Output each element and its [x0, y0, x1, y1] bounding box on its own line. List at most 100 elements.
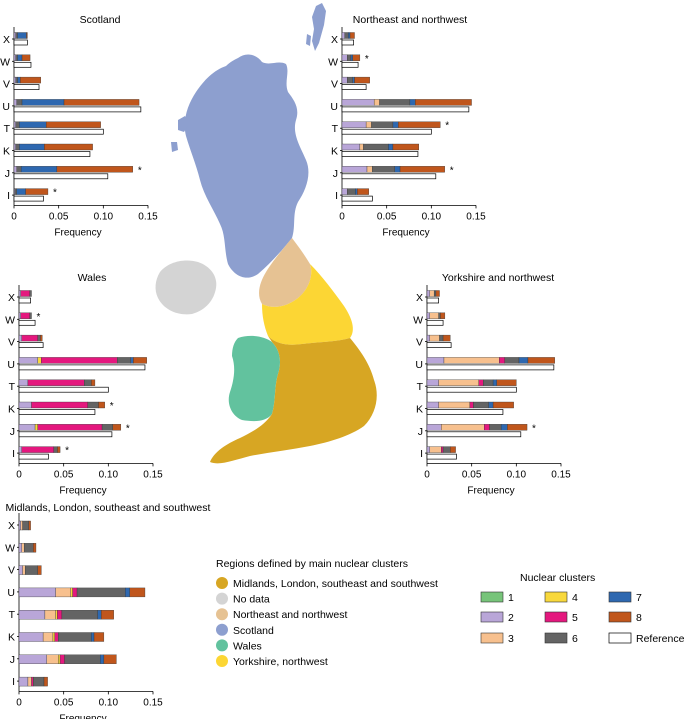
bar-segment-cluster-5	[57, 610, 63, 620]
bar-segment-cluster-2	[18, 632, 44, 642]
bar-segment-cluster-2	[341, 32, 345, 39]
bar-segment-cluster-8	[40, 334, 43, 342]
category-label: V	[331, 79, 338, 91]
bar-segment-cluster-8	[398, 121, 441, 128]
bar-segment-cluster-8	[21, 54, 31, 61]
category-label: W	[0, 56, 10, 68]
reference-bar	[13, 151, 91, 157]
bar-segment-cluster-7	[488, 401, 494, 409]
reference-bar	[341, 39, 354, 46]
region-legend-label: Midlands, London, southeast and southwes…	[233, 578, 438, 590]
bar-segment-cluster-7	[97, 610, 102, 620]
bar-segment-cluster-6	[433, 290, 437, 297]
bar-segment-cluster-5	[483, 424, 490, 431]
cluster-legend-swatch-2	[480, 611, 504, 623]
x-tick-label: 0.10	[99, 469, 119, 480]
reference-bar	[18, 319, 36, 326]
bar-segment-cluster-6	[489, 424, 502, 431]
bar-segment-cluster-2	[18, 676, 29, 687]
bar-segment-cluster-2	[18, 587, 56, 598]
reference-bar	[341, 195, 373, 202]
reference-bar	[13, 106, 142, 113]
bar-segment-cluster-6	[14, 188, 17, 195]
category-label: U	[7, 587, 15, 599]
x-tick-label: 0.10	[422, 211, 442, 222]
reference-bar	[426, 319, 444, 326]
category-label: U	[415, 359, 423, 371]
bar-segment-cluster-2	[426, 424, 442, 431]
bar-segment-cluster-7	[19, 121, 47, 128]
bar-segment-cluster-6	[344, 32, 349, 39]
reference-bar	[18, 431, 113, 438]
region-legend-label: Yorkshire, northwest	[233, 656, 328, 668]
bar-segment-cluster-2	[18, 610, 46, 620]
bar-segment-cluster-7	[350, 54, 353, 61]
category-label: I	[12, 676, 15, 688]
bar-segment-cluster-6	[15, 121, 20, 128]
bar-segment-cluster-8	[392, 143, 420, 151]
reference-bar	[341, 128, 432, 135]
chart-panel: Midlands, London, southeast and southwes…	[5, 502, 210, 719]
bar-segment-cluster-8	[20, 76, 41, 84]
x-axis-label: Frequency	[59, 713, 106, 719]
bar-segment-cluster-5	[469, 401, 474, 409]
cluster-legend-swatch-6	[544, 632, 568, 644]
bar-segment-cluster-8	[352, 54, 361, 61]
x-tick-label: 0	[16, 697, 22, 708]
cluster-legend: Nuclear clusters 1 2 3 4 5 6 7 8 Reference	[480, 572, 685, 645]
bar-segment-cluster-6	[347, 188, 356, 195]
cluster-legend-label: 1	[508, 592, 514, 604]
bar-segment-cluster-8	[91, 379, 96, 386]
bar-segment-cluster-2	[341, 143, 361, 151]
region-legend-label: Northeast and northwest	[233, 609, 347, 621]
bar-segment-cluster-8	[93, 632, 105, 642]
region-legend-marker	[216, 608, 228, 621]
bar-segment-cluster-3	[441, 424, 485, 431]
bar-segment-cluster-8	[129, 587, 146, 598]
bar-segment-cluster-7	[16, 188, 26, 195]
significance-asterisk: *	[365, 54, 369, 65]
map-region-no-data	[155, 260, 217, 315]
region-legend-label: No data	[233, 594, 270, 606]
x-axis-label: Frequency	[467, 485, 514, 496]
bar-segment-cluster-2	[341, 188, 348, 195]
bar-segment-cluster-7	[352, 76, 355, 84]
bar-segment-cluster-2	[426, 446, 430, 453]
bar-segment-cluster-8	[56, 166, 133, 173]
cluster-legend-swatch-7	[608, 591, 632, 603]
cluster-legend-swatch-3	[480, 632, 504, 644]
reference-bar	[18, 297, 31, 304]
bar-segment-cluster-2	[426, 312, 430, 319]
significance-asterisk: *	[445, 121, 449, 132]
bar-segment-cluster-7	[17, 76, 21, 84]
bar-segment-cluster-6	[442, 446, 451, 453]
category-label: U	[330, 101, 338, 113]
bar-segment-cluster-2	[426, 290, 430, 297]
bar-segment-cluster-2	[341, 166, 368, 173]
category-label: W	[5, 314, 15, 326]
x-tick-label: 0.10	[507, 469, 527, 480]
region-legend-title: Regions defined by main nuclear clusters	[216, 558, 408, 570]
category-label: J	[10, 654, 15, 666]
bar-segment-cluster-8	[357, 188, 369, 195]
map-region-northeast-northwest	[259, 238, 312, 307]
bar-segment-cluster-7	[388, 143, 394, 151]
bar-segment-cluster-2	[426, 401, 439, 409]
bar-segment-cluster-3	[429, 446, 442, 453]
cluster-legend-label: 5	[572, 612, 578, 624]
bar-segment-cluster-8	[26, 32, 28, 39]
reference-bar	[341, 173, 437, 180]
bar-segment-cluster-3	[55, 587, 71, 598]
bar-segment-cluster-8	[45, 121, 101, 128]
bar-segment-cluster-3	[22, 565, 26, 575]
bar-segment-cluster-4	[55, 610, 58, 620]
bar-segment-cluster-2	[18, 654, 47, 664]
reference-bar	[341, 61, 359, 68]
bar-segment-cluster-6	[372, 166, 395, 173]
bar-segment-cluster-5	[31, 401, 88, 409]
bar-segment-cluster-3	[373, 99, 380, 106]
bar-segment-cluster-6	[438, 312, 441, 319]
reference-bar	[426, 409, 504, 415]
bar-segment-cluster-8	[25, 188, 49, 195]
reference-bar	[13, 61, 32, 68]
